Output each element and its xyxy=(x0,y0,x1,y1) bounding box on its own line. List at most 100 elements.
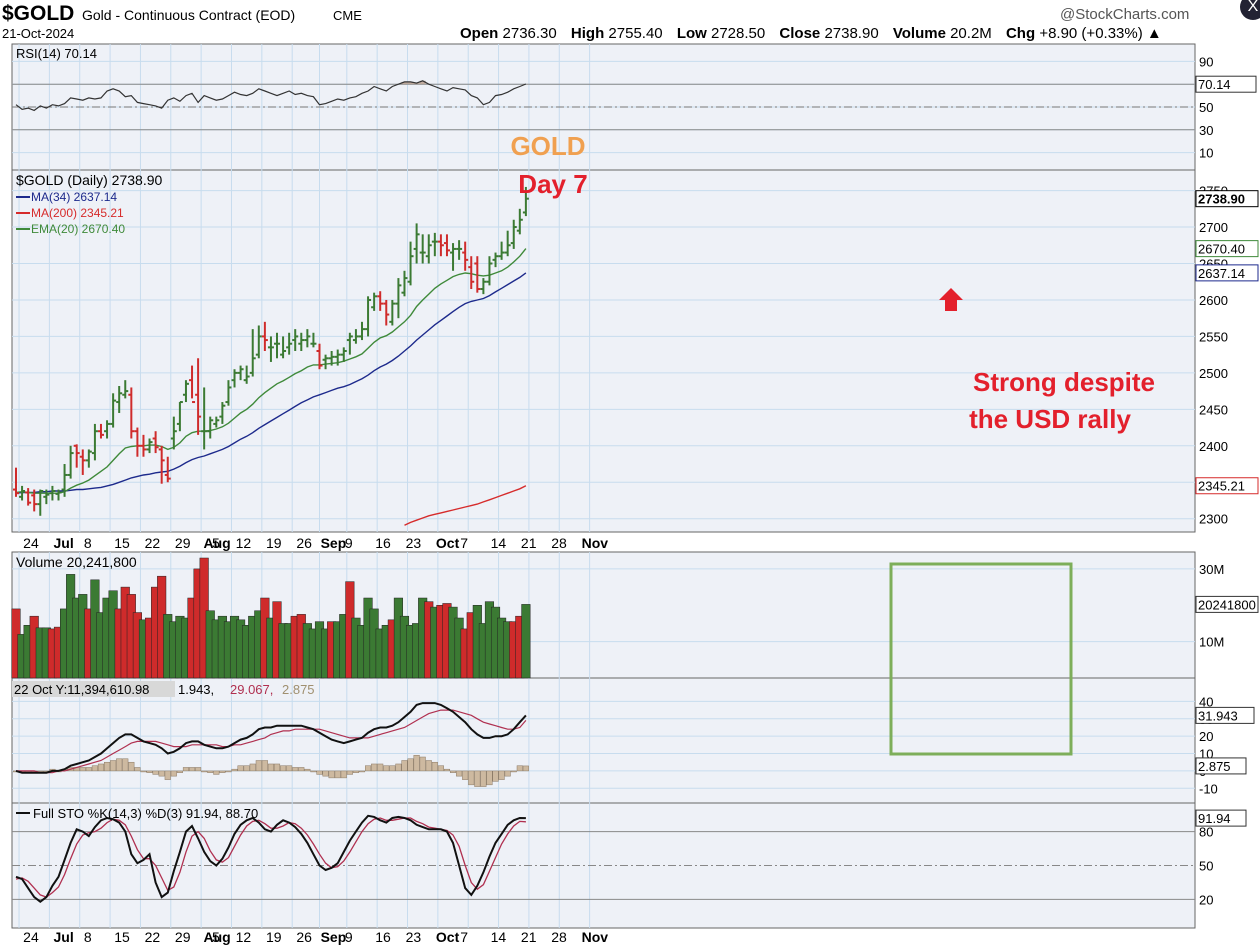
sto-last-value: 91.94 xyxy=(1198,811,1231,826)
macd-histogram-bar xyxy=(110,760,117,772)
macd-histogram-bar xyxy=(201,770,208,773)
x-tick-label: 5 xyxy=(212,535,220,551)
macd-crosshair-box xyxy=(12,681,175,697)
macd-histogram-bar xyxy=(249,763,256,772)
x-tick-label-bottom: 16 xyxy=(375,929,391,945)
x-tick-label-bottom: Jul xyxy=(54,929,74,945)
x-tick-label: 7 xyxy=(460,535,468,551)
macd-histogram-bar xyxy=(176,770,183,773)
stockcharts-logo[interactable]: @StockCharts.com xyxy=(1060,6,1190,23)
macd-histogram-bar xyxy=(358,770,366,773)
macd-histogram-bar xyxy=(449,770,457,773)
legend-entry: MA(200) 2345.21 xyxy=(31,206,124,220)
high-label: High xyxy=(570,25,605,42)
macd-histogram-bar xyxy=(273,763,281,772)
x-tick-label-bottom: Aug xyxy=(203,929,230,945)
x-tick-label-bottom: 19 xyxy=(266,929,282,945)
x-tick-label-bottom: 8 xyxy=(84,929,92,945)
macd-signal-line xyxy=(16,709,527,774)
macd-histogram-bar xyxy=(104,761,111,772)
macd-histogram-bar xyxy=(516,765,523,772)
macd-histogram-bar xyxy=(304,768,311,772)
open-value: 2736.30 xyxy=(502,25,557,42)
macd-histogram-bar xyxy=(219,770,226,773)
vol-tick-label: 10M xyxy=(1199,635,1224,650)
price-value-box xyxy=(1195,240,1259,258)
macd-histogram-bar xyxy=(346,770,353,775)
x-tick-label: 21 xyxy=(521,535,537,551)
x-tick-label: 8 xyxy=(84,535,92,551)
macd-histogram-bar xyxy=(286,765,293,772)
rsi-value-box xyxy=(1195,75,1257,93)
price-value-box xyxy=(1195,477,1259,495)
macd-histogram-bar xyxy=(134,767,141,772)
x-tick-label-bottom: 23 xyxy=(406,929,422,945)
macd-value-box xyxy=(1195,706,1255,724)
macd-histogram-bar xyxy=(237,765,244,772)
macd-histogram-bar xyxy=(195,767,202,772)
close-label: Close xyxy=(779,25,821,42)
price-value-label: 2670.40 xyxy=(1198,242,1245,257)
x-tick-label-bottom: 15 xyxy=(114,929,130,945)
annotation-strong: Strong despite xyxy=(973,367,1155,397)
ema20-line xyxy=(15,248,527,494)
price-tick-label: 2500 xyxy=(1199,366,1228,381)
macd-histogram-bar xyxy=(298,767,305,772)
ticker-symbol: $GOLD xyxy=(2,2,75,25)
macd-histogram-bar xyxy=(419,756,426,772)
macd-histogram-bar xyxy=(431,761,438,772)
x-tick-label: 9 xyxy=(345,535,353,551)
macd-histogram-bar xyxy=(474,770,481,787)
price-tick-label: 2550 xyxy=(1199,329,1228,344)
x-tick-label: 23 xyxy=(406,535,422,551)
macd-histogram-bar xyxy=(437,765,444,772)
macd-histogram-bar xyxy=(377,763,384,772)
annotation-usd: the USD rally xyxy=(969,404,1131,434)
macd-value-1: 1.943, xyxy=(178,682,214,697)
x-tick-label-bottom: 24 xyxy=(23,929,39,945)
macd-histogram-bar xyxy=(310,770,317,773)
legend-entry: EMA(20) 2670.40 xyxy=(31,222,125,236)
rsi-overbought-fill xyxy=(407,81,414,85)
rsi-overbought-fill xyxy=(401,81,408,85)
macd-histogram-bar xyxy=(158,770,165,777)
sto-title: Full STO %K(14,3) %D(3) 91.94, 88.70 xyxy=(33,806,258,821)
x-tick-label: Jul xyxy=(54,535,74,551)
macd-histogram-bar xyxy=(207,770,214,773)
macd-histogram-bar xyxy=(395,763,402,772)
macd-histogram-bar xyxy=(97,763,105,772)
macd-histogram-bar xyxy=(522,765,529,772)
macd-histogram-bar xyxy=(425,760,432,772)
vol-tick-label: 30M xyxy=(1199,562,1224,577)
price-value-box xyxy=(1195,190,1259,208)
x-tick-label-bottom: Nov xyxy=(582,929,609,945)
high-value: 2755.40 xyxy=(608,25,663,42)
x-tick-label-bottom: 9 xyxy=(345,929,353,945)
macd-histogram-bar xyxy=(486,770,493,786)
macd-tick-label: 40 xyxy=(1199,694,1213,709)
volume-label: Volume xyxy=(892,25,946,42)
close-icon[interactable]: X xyxy=(1240,0,1260,20)
x-tick-label: 26 xyxy=(296,535,312,551)
rsi-tick-label: 10 xyxy=(1199,146,1213,161)
ma34-line xyxy=(15,272,527,494)
macd-histogram-bar xyxy=(510,770,517,773)
close-value: 2738.90 xyxy=(824,25,879,42)
macd-histogram-bar xyxy=(280,765,287,772)
chart-subtitle: Gold - Continuous Contract (EOD) xyxy=(82,7,296,23)
macd-histogram-bar xyxy=(456,770,463,777)
x-tick-label-bottom: 29 xyxy=(175,929,191,945)
macd-histogram-bar xyxy=(140,770,147,773)
macd-histogram-bar xyxy=(401,760,408,772)
ma200-line xyxy=(404,485,527,526)
rsi-tick-label: 30 xyxy=(1199,123,1213,138)
macd-histogram-bar xyxy=(443,768,451,772)
x-tick-label: 24 xyxy=(23,535,39,551)
x-tick-label-bottom: 22 xyxy=(145,929,161,945)
change-label: Chg xyxy=(1005,25,1036,42)
x-tick-label-bottom: 21 xyxy=(521,929,537,945)
x-tick-label: 22 xyxy=(145,535,161,551)
macd-histogram-bar xyxy=(468,770,475,786)
vol-value-label: 20241800 xyxy=(1198,597,1256,612)
